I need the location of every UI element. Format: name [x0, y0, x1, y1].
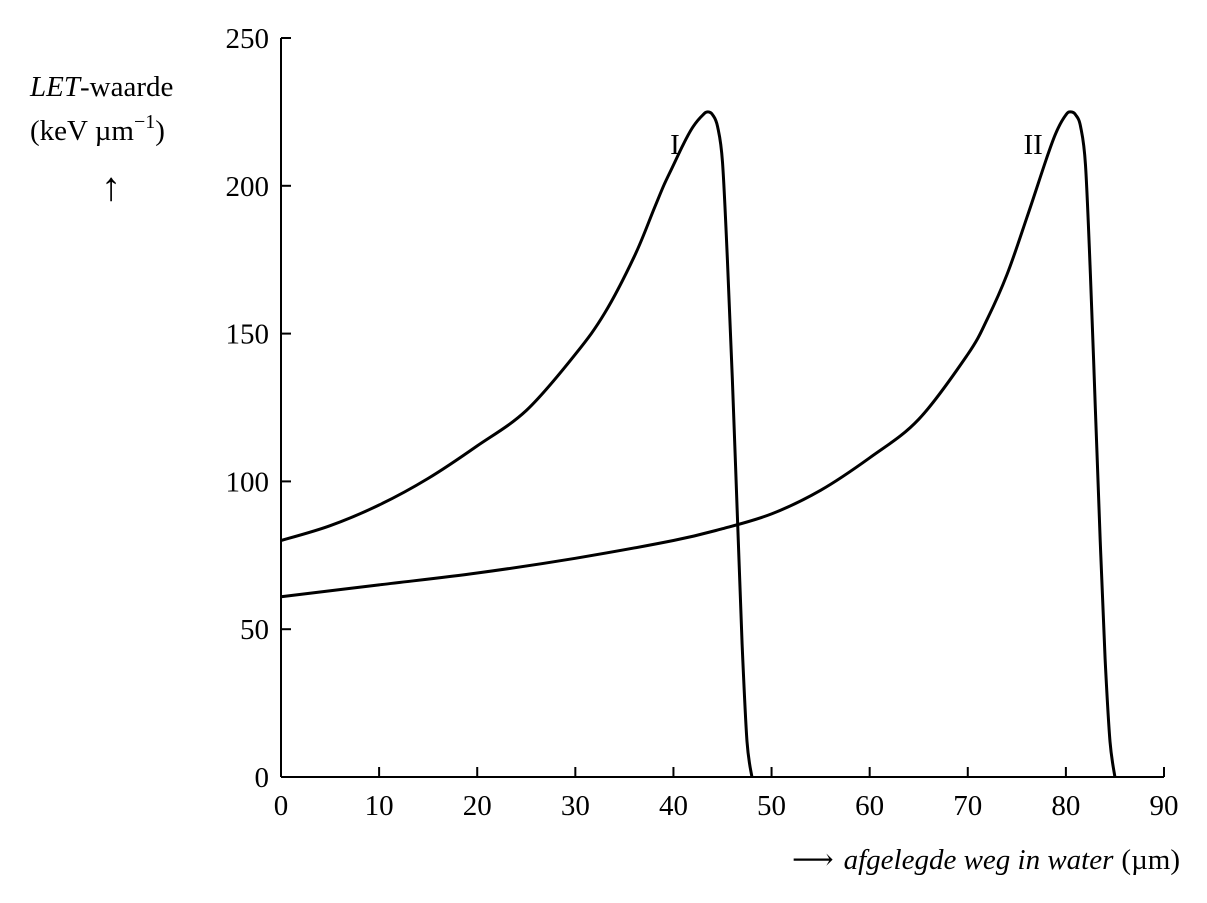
y-axis-arrow: ↑ — [101, 164, 121, 209]
y-tick-label-150: 150 — [226, 319, 270, 351]
axes — [280, 38, 1164, 778]
x-axis-label: ⟶ afgelegde weg in water (µm) — [792, 844, 1180, 876]
x-axis-arrow: ⟶ — [792, 844, 834, 876]
y-axis-unit-exponent: −1 — [134, 111, 155, 133]
curves: I II — [280, 110, 1117, 778]
y-axis-unit-prefix: (keV µm — [30, 115, 134, 147]
x-tick-label-90: 90 — [1150, 790, 1179, 822]
x-tick-label-80: 80 — [1051, 790, 1080, 822]
ticks: 0 10 20 30 40 50 60 70 80 90 0 50 100 150 200 250 — [226, 23, 1179, 822]
y-tick-label-250: 250 — [226, 23, 270, 55]
x-tick-label-20: 20 — [463, 790, 492, 822]
y-axis-label: LET-waarde — [29, 71, 173, 103]
y-tick-label-200: 200 — [226, 171, 270, 203]
y-axis-label-italic: LET — [29, 71, 82, 103]
x-axis-label-italic: afgelegde weg in water — [844, 844, 1115, 876]
x-tick-label-70: 70 — [953, 790, 982, 822]
x-axis-label-unit: (µm) — [1121, 844, 1180, 876]
x-tick-label-40: 40 — [659, 790, 688, 822]
series-label-I: I — [670, 129, 680, 161]
y-axis-unit: (keV µm−1) — [30, 111, 165, 147]
y-tick-label-50: 50 — [240, 614, 269, 646]
y-tick-label-0: 0 — [255, 762, 270, 794]
series-label-II: II — [1023, 129, 1042, 161]
x-tick-label-0: 0 — [274, 790, 289, 822]
y-axis-unit-suffix: ) — [155, 115, 165, 147]
series-line-II — [280, 110, 1117, 778]
y-axis-label-rest: -waarde — [80, 71, 173, 103]
x-tick-label-50: 50 — [757, 790, 786, 822]
x-tick-label-30: 30 — [561, 790, 590, 822]
x-tick-label-60: 60 — [855, 790, 884, 822]
series-line-I — [280, 110, 754, 778]
y-tick-label-100: 100 — [226, 466, 270, 498]
x-tick-label-10: 10 — [365, 790, 394, 822]
